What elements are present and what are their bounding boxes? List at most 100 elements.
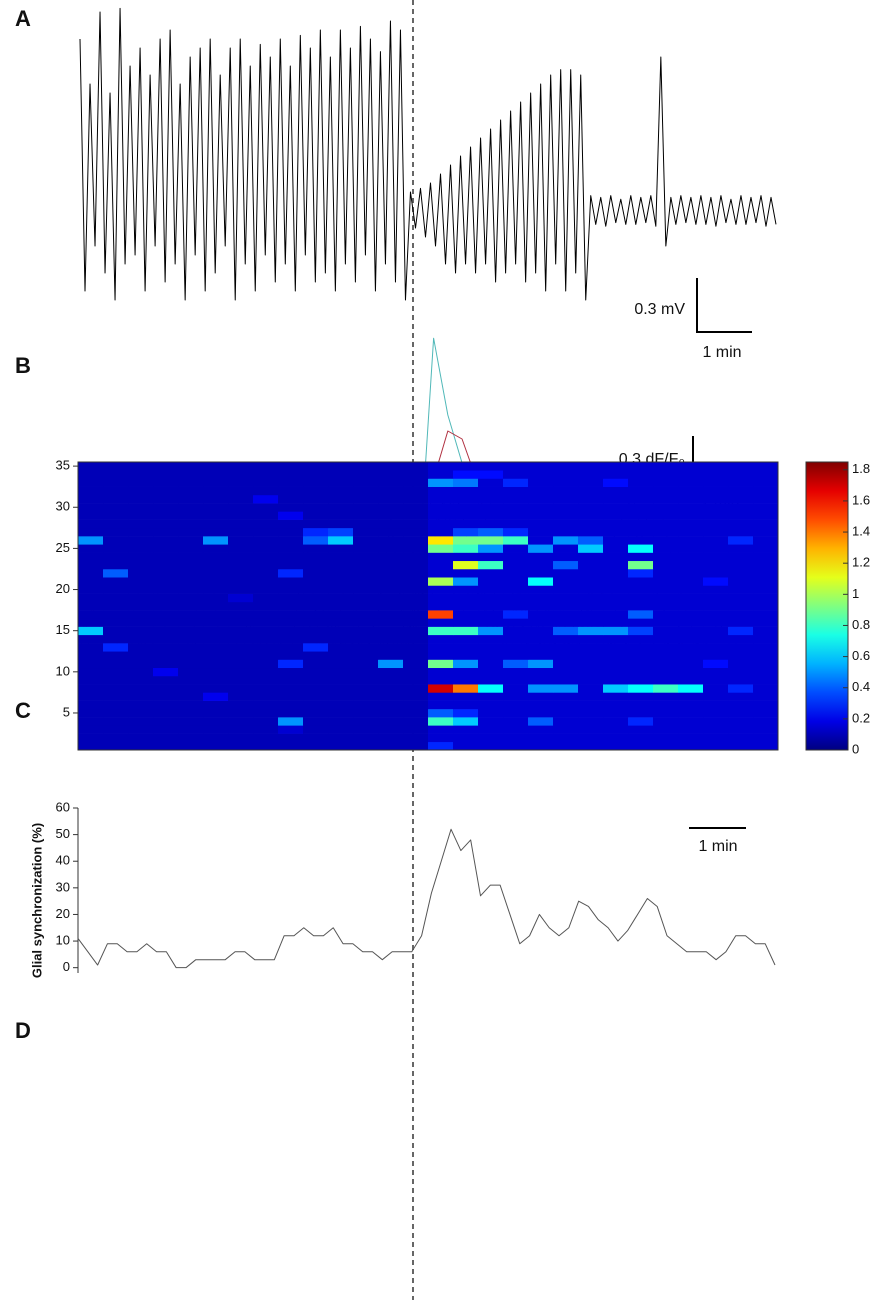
heat-cell xyxy=(253,675,279,685)
heat-cell xyxy=(153,527,179,537)
heat-cell xyxy=(553,585,579,594)
heat-cell xyxy=(578,568,604,578)
heat-cell xyxy=(228,593,254,603)
heat-cell xyxy=(253,568,279,578)
heat-cell xyxy=(578,659,604,669)
heat-cell xyxy=(278,733,304,743)
heat-cell xyxy=(578,536,604,545)
heat-cell xyxy=(653,486,679,496)
heat-cell xyxy=(478,577,504,586)
heat-cell xyxy=(153,560,179,570)
heat-cell xyxy=(228,519,254,529)
heat-cell xyxy=(203,708,229,718)
heat-cell xyxy=(403,675,429,685)
heat-cell xyxy=(528,601,554,611)
heat-cell xyxy=(403,643,429,652)
heat-cell xyxy=(278,675,304,685)
heat-cell xyxy=(728,536,754,545)
heat-cell xyxy=(503,626,529,636)
heat-cell xyxy=(603,486,629,496)
heat-cell xyxy=(578,610,604,619)
heat-cell xyxy=(128,486,154,496)
heat-cell xyxy=(703,667,729,677)
y-tick-label: 60 xyxy=(56,799,70,814)
heat-cell xyxy=(403,462,429,471)
heat-cell xyxy=(703,610,729,619)
colorbar-tick-label: 1.2 xyxy=(852,555,870,570)
heat-cell xyxy=(678,494,704,504)
heat-cell xyxy=(128,568,154,578)
heat-cell xyxy=(678,478,704,487)
heat-cell xyxy=(578,717,604,726)
heat-cell xyxy=(703,651,729,660)
heat-cell xyxy=(653,651,679,660)
heat-cell xyxy=(78,733,104,743)
heat-cell xyxy=(503,634,529,644)
heat-cell xyxy=(728,659,754,669)
heat-cell xyxy=(103,511,129,520)
heat-cell xyxy=(428,675,454,685)
heat-cell xyxy=(328,610,354,619)
heat-cell xyxy=(653,667,679,677)
heat-cell xyxy=(753,552,779,562)
heat-cell xyxy=(78,708,104,718)
heat-cell xyxy=(578,503,604,512)
heat-cell xyxy=(578,708,604,718)
heat-cell xyxy=(678,618,704,627)
heat-cell xyxy=(253,552,279,562)
heat-cell xyxy=(403,708,429,718)
trace xyxy=(77,828,776,969)
heat-cell xyxy=(528,634,554,644)
heat-cell xyxy=(228,585,254,594)
heat-cell xyxy=(278,536,304,545)
heat-cell xyxy=(603,675,629,685)
heat-cell xyxy=(228,700,254,710)
heat-cell xyxy=(303,511,329,520)
colorbar-tick-label: 0.4 xyxy=(852,679,870,694)
heat-cell xyxy=(603,494,629,504)
heat-cell xyxy=(178,486,204,496)
heat-cell xyxy=(728,708,754,718)
y-tick-label: 25 xyxy=(56,540,70,555)
heat-cell xyxy=(428,470,454,479)
trace xyxy=(79,7,777,301)
heat-cell xyxy=(153,659,179,669)
heat-cell xyxy=(103,651,129,660)
heat-cell xyxy=(328,462,354,471)
heat-cell xyxy=(178,593,204,603)
heat-cell xyxy=(628,634,654,644)
heat-cell xyxy=(428,527,454,537)
heat-cell xyxy=(628,511,654,520)
heat-cell xyxy=(303,692,329,701)
heat-cell xyxy=(503,494,529,504)
heat-cell xyxy=(228,651,254,660)
heat-cell xyxy=(78,659,104,669)
heat-cell xyxy=(353,470,379,479)
heat-cell xyxy=(728,568,754,578)
heat-cell xyxy=(178,544,204,553)
heat-cell xyxy=(228,503,254,512)
heat-cell xyxy=(103,725,129,734)
heat-cell xyxy=(128,462,154,471)
heat-cell xyxy=(703,634,729,644)
heat-cell xyxy=(653,725,679,734)
heat-cell xyxy=(128,601,154,611)
heat-cell xyxy=(203,560,229,570)
heat-cell xyxy=(178,585,204,594)
heat-cell xyxy=(553,560,579,570)
heat-cell xyxy=(403,503,429,512)
heat-cell xyxy=(153,601,179,611)
heat-cell xyxy=(428,626,454,636)
heat-cell xyxy=(178,651,204,660)
heat-cell xyxy=(528,700,554,710)
heat-cell xyxy=(78,544,104,553)
heat-cell xyxy=(253,511,279,520)
heat-cell xyxy=(503,651,529,660)
heat-cell xyxy=(78,667,104,677)
heat-cell xyxy=(328,544,354,553)
heat-cell xyxy=(728,494,754,504)
heat-cell xyxy=(278,494,304,504)
heat-cell xyxy=(578,692,604,701)
heat-cell xyxy=(128,708,154,718)
heat-cell xyxy=(153,544,179,553)
